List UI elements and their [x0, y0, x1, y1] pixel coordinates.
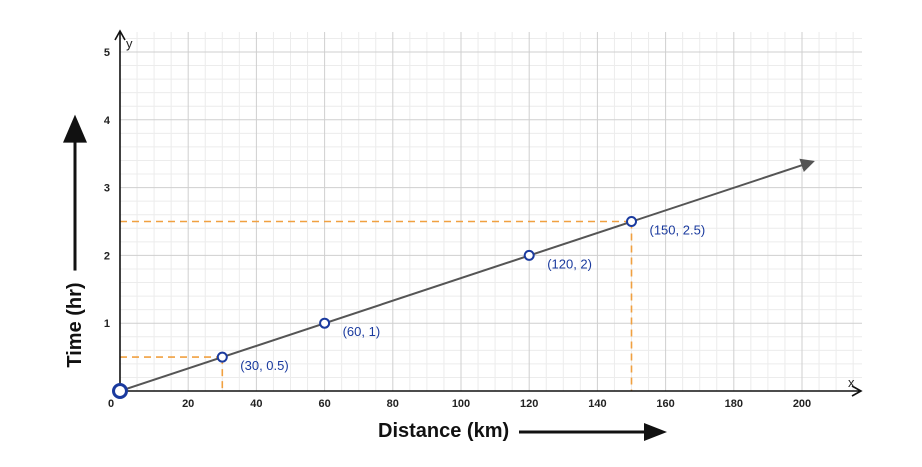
x-axis-title: Distance (km)	[378, 420, 669, 443]
guide-lines	[120, 220, 633, 391]
y-tick-label: 3	[104, 183, 110, 195]
data-label: (60, 1)	[343, 324, 381, 339]
x-tick-label: 0	[108, 398, 114, 410]
data-point	[626, 216, 637, 227]
data-point	[112, 383, 128, 399]
x-axis-letter: x	[848, 375, 855, 390]
data-label: (150, 2.5)	[650, 223, 706, 238]
x-tick-label: 180	[725, 398, 743, 410]
data-point	[319, 317, 331, 329]
data-point	[523, 249, 535, 261]
y-axis-arrowhead-icon	[114, 29, 126, 41]
x-tick-label: 200	[793, 398, 811, 410]
data-label: (120, 2)	[547, 256, 592, 271]
axes: xy	[114, 29, 863, 397]
x-tick-label: 100	[452, 398, 470, 410]
y-tick-label: 4	[104, 115, 111, 127]
x-tick-label: 160	[656, 398, 674, 410]
y-tick-label: 5	[104, 47, 110, 59]
y-axis-title: Time (hr)	[62, 112, 88, 368]
data-points	[112, 216, 637, 399]
series-line	[119, 158, 815, 392]
x-axis-label: Distance (km)	[378, 420, 510, 442]
tick-labels: 0 20 40 60 80 100 120 140 160 180 200 1 2 3 4 5	[104, 47, 811, 410]
x-tick-label: 40	[250, 398, 262, 410]
y-tick-label: 1	[104, 318, 110, 330]
data-label: (30, 0.5)	[240, 358, 288, 373]
x-axis-arrow-icon	[519, 422, 668, 441]
x-tick-label: 80	[387, 398, 399, 410]
minor-grid	[120, 32, 862, 391]
y-tick-label: 2	[104, 250, 110, 262]
x-tick-label: 120	[520, 398, 538, 410]
point-labels: (30, 0.5) (60, 1) (120, 2) (150, 2.5)	[240, 223, 705, 374]
x-axis-arrowhead-icon	[851, 385, 863, 397]
data-series	[119, 158, 815, 392]
y-axis-label: Time (hr)	[63, 282, 86, 368]
y-axis-arrow-icon	[63, 114, 87, 271]
x-tick-label: 60	[318, 398, 330, 410]
x-tick-label: 140	[588, 398, 606, 410]
major-grid	[120, 32, 862, 391]
x-tick-label: 20	[182, 398, 194, 410]
y-axis-letter: y	[126, 36, 133, 51]
data-point	[216, 351, 228, 363]
